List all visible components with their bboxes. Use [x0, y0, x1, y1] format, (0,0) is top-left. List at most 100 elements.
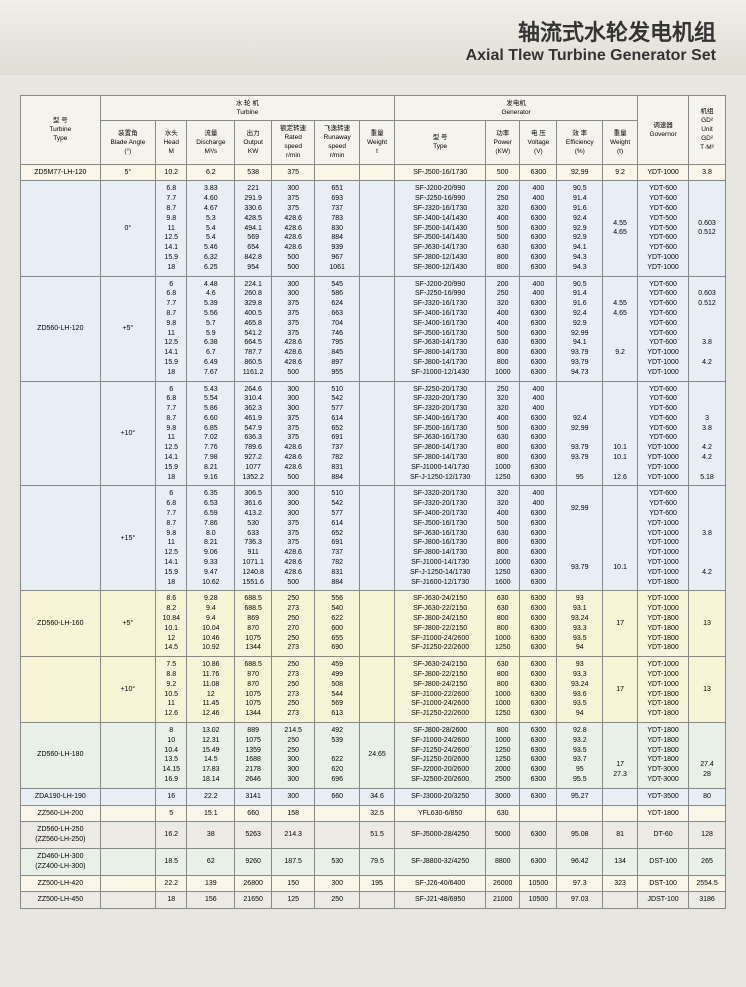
cell-d: 3.83 4.60 4.67 5.3 5.4 5.4 5.46 6.32 6.2… [187, 181, 235, 276]
cell-wt [360, 591, 395, 657]
cell-gov: DST-100 [638, 875, 689, 892]
col-output: 出力 Output KW [235, 121, 272, 164]
cell-o: 688.5 688.5 869 870 1075 1344 [235, 591, 272, 657]
cell-ra: 492 539 622 620 696 [315, 723, 360, 789]
table-row: ZD5M77-LH-1205°10.26.2538375SF-J500-16/1… [21, 164, 726, 181]
cell-ba: 0° [100, 181, 155, 276]
col-power: 功率 Power (KW) [486, 121, 520, 164]
table-row: +15°6 6.8 7.7 8.7 9.8 11 12.5 14.1 15.9 … [21, 486, 726, 591]
cell-h: 16 [156, 788, 187, 805]
cell-tt: ZZ500-LH-420 [21, 875, 101, 892]
cell-wt: 51.5 [360, 822, 395, 849]
cell-p: 500 [486, 164, 520, 181]
cell-ra: 510 542 577 614 652 691 737 782 831 884 [315, 486, 360, 591]
cell-ba [100, 788, 155, 805]
cell-ef: 90.5 91.4 91.6 92.4 92.9 92.9 94.1 94.3 … [557, 181, 603, 276]
cell-gd: 0.603 0.512 3.8 4.2 [689, 276, 726, 381]
cell-o: 26800 [235, 875, 272, 892]
cell-o: 224.1 260.8 329.8 400.5 465.8 541.2 664.… [235, 276, 272, 381]
cell-v [520, 805, 557, 822]
cell-d: 5.43 5.54 5.86 6.60 6.85 7.02 7.76 7.98 … [187, 381, 235, 486]
page-title: 轴流式水轮发电机组 Axial Tlew Turbine Generator S… [0, 0, 746, 75]
cell-wg: 17 27.3 [603, 723, 638, 789]
cell-gov: DT-60 [638, 822, 689, 849]
cell-o: 9260 [235, 848, 272, 875]
cell-h: 6 6.8 7.7 8.7 9.8 11 12.5 14.1 15.9 18 [156, 381, 187, 486]
cell-p: 320 320 400 500 630 800 800 1000 1250 16… [486, 486, 520, 591]
table-row: ZZ500-LH-4501815621650125250SF-J21-48/69… [21, 892, 726, 909]
cell-wg [603, 788, 638, 805]
cell-rs: 150 [272, 875, 315, 892]
cell-v: 6300 [520, 164, 557, 181]
table-row: 0°6.8 7.7 8.7 9.8 11 12.5 14.1 15.9 183.… [21, 181, 726, 276]
cell-p: 250 320 320 400 500 630 800 800 1000 125… [486, 381, 520, 486]
cell-wt [360, 892, 395, 909]
table-row: ZD460-LH-300 (ZZ400-LH-300)18.5629260187… [21, 848, 726, 875]
cell-rs: 300 [272, 788, 315, 805]
table-row: ZZ500-LH-42022.213926800150300195SF-J26-… [21, 875, 726, 892]
col-efficiency: 效 率 Efficiency (%) [557, 121, 603, 164]
cell-ef: 93 93.3 93.24 93.6 93.5 94 [557, 657, 603, 723]
cell-rs: 187.5 [272, 848, 315, 875]
cell-gd: 128 [689, 822, 726, 849]
cell-ef: 90.5 91.4 91.6 92.4 92.9 92.99 94.1 93.7… [557, 276, 603, 381]
cell-p: 5000 [486, 822, 520, 849]
cell-d: 4.48 4.6 5.39 5.56 5.7 5.9 6.38 6.7 6.49… [187, 276, 235, 381]
cell-ba [100, 875, 155, 892]
col-turbine-group: 水 轮 机 Turbine [100, 96, 394, 121]
cell-p: 630 630 800 800 1000 1250 [486, 591, 520, 657]
cell-p: 200 250 320 400 500 500 630 800 800 [486, 181, 520, 276]
cell-rs: 125 [272, 892, 315, 909]
cell-gt: SF-J5000-28/4250 [395, 822, 486, 849]
cell-ef: 92.99 93.79 [557, 486, 603, 591]
cell-p: 800 1000 1250 1250 2000 2500 [486, 723, 520, 789]
cell-tt: ZDA190-LH-190 [21, 788, 101, 805]
cell-p: 630 [486, 805, 520, 822]
cell-h: 5 [156, 805, 187, 822]
cell-ra: 459 499 508 544 569 613 [315, 657, 360, 723]
cell-v: 6300 6300 6300 6300 6300 6300 [520, 723, 557, 789]
cell-rs: 300 300 300 375 375 375 428.6 428.6 428.… [272, 381, 315, 486]
cell-gt: SF-J630-24/2150 SF-J800-22/2150 SF-J800-… [395, 657, 486, 723]
cell-h: 18 [156, 892, 187, 909]
cell-ef: 96.42 [557, 848, 603, 875]
cell-tt [21, 181, 101, 276]
cell-wt [360, 164, 395, 181]
cell-gt: SF-J250-20/1730 SF-J320-20/1730 SF-J320-… [395, 381, 486, 486]
cell-gd: 80 [689, 788, 726, 805]
col-discharge: 流量 Discharge M³/s [187, 121, 235, 164]
cell-tt: ZD560-LH-250 (ZZ560-LH-250) [21, 822, 101, 849]
cell-tt: ZD560-LH-160 [21, 591, 101, 657]
cell-o: 5263 [235, 822, 272, 849]
cell-o: 21650 [235, 892, 272, 909]
col-rated: 额定转速 Rated speed r/min [272, 121, 315, 164]
cell-o: 264.6 310.4 362.3 461.9 547.9 636.3 789.… [235, 381, 272, 486]
cell-h: 10.2 [156, 164, 187, 181]
cell-v: 400 400 6300 6300 6300 6300 6300 6300 63… [520, 486, 557, 591]
cell-gd: 3.8 [689, 164, 726, 181]
cell-gd [689, 805, 726, 822]
cell-tt [21, 486, 101, 591]
cell-wt [360, 181, 395, 276]
cell-gd: 0.603 0.512 [689, 181, 726, 276]
cell-gt: SF-J26-40/6400 [395, 875, 486, 892]
table-row: +10°7.5 8.8 9.2 10.5 11 12.610.86 11.76 … [21, 657, 726, 723]
cell-wt: 34.6 [360, 788, 395, 805]
cell-gt: SF-J3000-20/3250 [395, 788, 486, 805]
cell-d: 22.2 [187, 788, 235, 805]
cell-wg: 134 [603, 848, 638, 875]
cell-d: 156 [187, 892, 235, 909]
col-head: 水头 Head M [156, 121, 187, 164]
cell-wt [360, 276, 395, 381]
cell-o: 221 291.9 330.6 428.5 494.1 569 654 842.… [235, 181, 272, 276]
cell-wg: 323 [603, 875, 638, 892]
col-weight-t: 重量 Weight t [360, 121, 395, 164]
cell-d: 15.1 [187, 805, 235, 822]
cell-o: 660 [235, 805, 272, 822]
cell-ra: 250 [315, 892, 360, 909]
cell-ba [100, 822, 155, 849]
cell-gt: SF-J320-20/1730 SF-J320-20/1730 SF-J400-… [395, 486, 486, 591]
cell-ra: 556 540 622 600 655 690 [315, 591, 360, 657]
cell-ba [100, 805, 155, 822]
table-row: ZDA190-LH-1901622.2314130066034.6SF-J300… [21, 788, 726, 805]
